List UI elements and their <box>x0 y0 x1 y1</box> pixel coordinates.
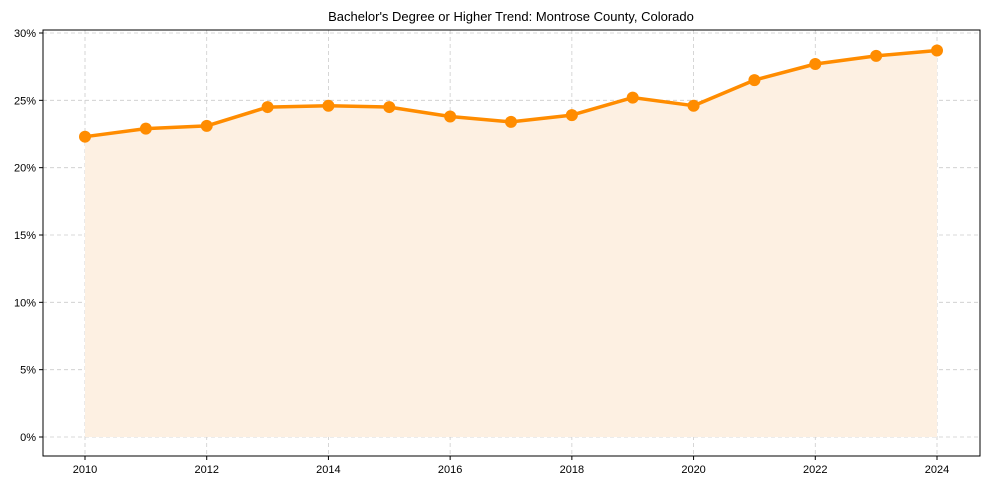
data-point-marker <box>444 110 457 123</box>
data-point-marker <box>748 74 761 87</box>
x-tick-label: 2016 <box>438 464 462 476</box>
chart-title: Bachelor's Degree or Higher Trend: Montr… <box>328 9 694 24</box>
data-point-marker <box>322 99 335 112</box>
y-tick-label: 25% <box>14 95 36 107</box>
data-point-marker <box>870 49 883 62</box>
area-fill <box>85 50 937 437</box>
data-point-marker <box>139 122 152 135</box>
x-tick-label: 2022 <box>803 464 827 476</box>
data-point-marker <box>565 109 578 122</box>
y-tick-label: 10% <box>14 297 36 309</box>
data-point-marker <box>687 99 700 112</box>
x-tick-label: 2012 <box>194 464 218 476</box>
y-tick-label: 30% <box>14 28 36 40</box>
data-point-marker <box>626 91 639 104</box>
data-markers <box>79 44 943 143</box>
data-point-marker <box>79 130 91 143</box>
data-point-marker <box>383 101 396 114</box>
x-tick-label: 2010 <box>73 464 97 476</box>
data-point-marker <box>809 57 822 70</box>
data-point-marker <box>261 101 274 114</box>
y-tick-label: 5% <box>20 365 36 377</box>
x-axis: 2010 2012 2014 2016 2018 2020 2022 2024 <box>73 456 949 476</box>
y-axis: 0% 5% 10% 15% 20% 25% 30% <box>14 28 43 444</box>
y-tick-label: 0% <box>20 432 36 444</box>
y-tick-label: 15% <box>14 230 36 242</box>
y-tick-label: 20% <box>14 163 36 175</box>
x-tick-label: 2014 <box>316 464 340 476</box>
data-point-marker <box>931 44 943 57</box>
data-point-marker <box>505 115 517 128</box>
plot-frame <box>42 29 981 457</box>
x-tick-label: 2018 <box>560 464 584 476</box>
x-tick-label: 2024 <box>925 464 949 476</box>
data-point-marker <box>200 119 213 132</box>
x-tick-label: 2020 <box>681 464 705 476</box>
